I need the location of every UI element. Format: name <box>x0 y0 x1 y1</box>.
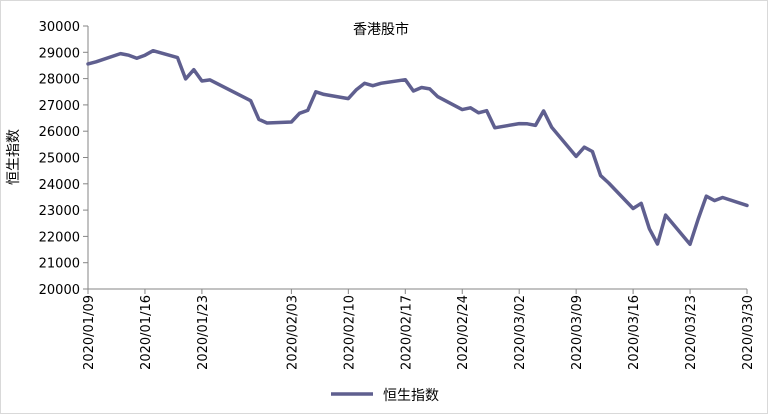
x-tick-label: 2020/03/09 <box>570 295 585 370</box>
y-tick-label: 20000 <box>39 283 80 298</box>
x-tick-label: 2020/01/09 <box>82 295 97 370</box>
y-tick-label: 22000 <box>39 230 80 245</box>
y-tick-label: 26000 <box>39 125 80 140</box>
x-tick-label: 2020/02/24 <box>456 295 471 370</box>
x-tick-label: 2020/03/30 <box>741 295 756 370</box>
x-tick-label: 2020/02/10 <box>342 295 357 370</box>
x-tick-label: 2020/01/23 <box>196 295 211 370</box>
y-tick-label: 28000 <box>39 73 80 88</box>
x-tick-label: 2020/01/16 <box>139 295 154 370</box>
chart-title: 香港股市 <box>353 21 409 38</box>
y-axis-label: 恒生指数 <box>6 129 22 185</box>
y-tick-label: 21000 <box>39 257 80 272</box>
legend: 恒生指数 <box>331 388 439 404</box>
x-axis: 2020/01/09 2020/01/16 2020/01/23 2020/02/03… <box>82 288 756 370</box>
y-tick-label: 23000 <box>39 204 80 219</box>
plot-area <box>86 48 749 247</box>
x-tick-label: 2020/02/03 <box>285 295 300 370</box>
y-tick-label: 30000 <box>39 20 80 35</box>
y-axis: 20000 21000 22000 23000 24000 25000 26000 27000… <box>39 20 89 298</box>
x-tick-label: 2020/02/17 <box>399 295 414 370</box>
x-tick-label: 2020/03/16 <box>627 295 642 370</box>
x-tick-label: 2020/03/02 <box>513 295 528 370</box>
series-line <box>86 48 749 247</box>
x-tick-label: 2020/03/23 <box>684 295 699 370</box>
y-tick-label: 29000 <box>39 46 80 61</box>
y-tick-label: 27000 <box>39 99 80 114</box>
y-tick-label: 24000 <box>39 178 80 193</box>
y-tick-label: 25000 <box>39 152 80 167</box>
legend-label: 恒生指数 <box>383 388 439 404</box>
